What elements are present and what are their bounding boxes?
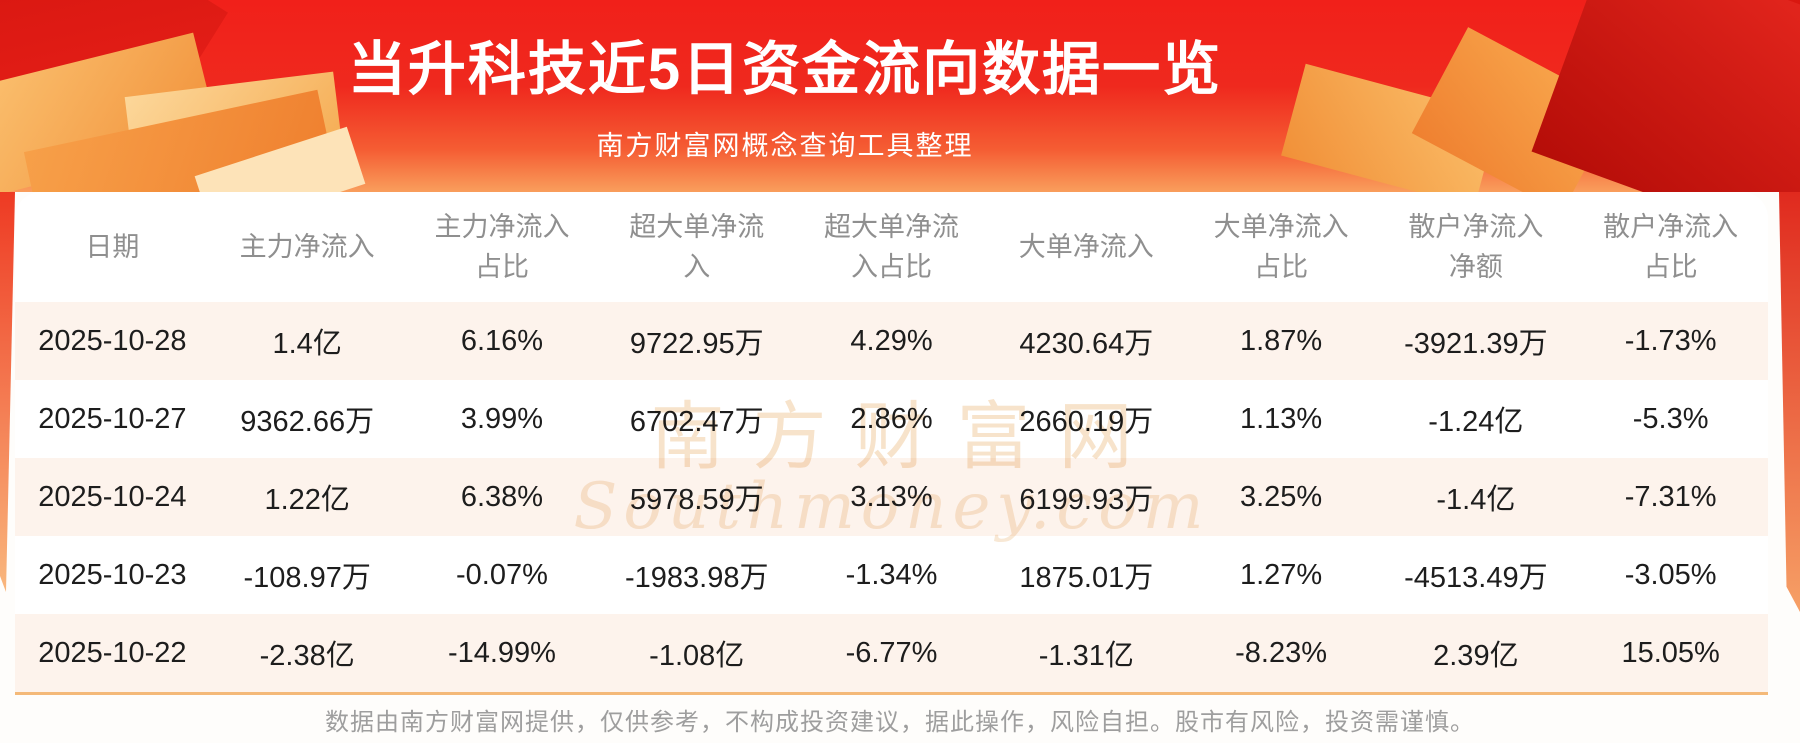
- table-cell: 5978.59万: [629, 484, 764, 516]
- table-cell: 4230.64万: [1019, 328, 1154, 360]
- table-cell: -1.24亿: [1428, 406, 1524, 438]
- column-header: 主力净流入 占比: [434, 212, 570, 282]
- table-cell: -2.38亿: [259, 640, 355, 672]
- table-cell: -8.23%: [1235, 636, 1328, 669]
- table-header-row: 日期 主力净流入 主力净流入 占比 超大单净流 入超大单净流 入占比 大单净流入 大单净流…: [15, 192, 1768, 302]
- disclaimer: 数据由南方财富网提供，仅供参考，不构成投资建议，据此操作，风险自担。股市有风险，…: [0, 695, 1800, 743]
- table-cell: -14.99%: [447, 636, 556, 669]
- column-header: 大单净流入: [1018, 232, 1154, 262]
- table-cell: 2025-10-24: [38, 480, 187, 513]
- table-cell: 2025-10-23: [38, 558, 187, 591]
- table-cell: -1.4亿: [1436, 484, 1516, 516]
- table-cell: -7.31%: [1624, 480, 1717, 513]
- table-cell: -1983.98万: [624, 562, 769, 594]
- table-cell: 2660.19万: [1019, 406, 1154, 438]
- table-cell: -6.77%: [845, 636, 938, 669]
- column-header: 主力净流入: [239, 232, 375, 262]
- table-cell: 6.16%: [460, 324, 544, 357]
- column-header: 日期: [85, 232, 140, 262]
- table-row: 2025-10-27 9362.66万 3.99% 6702.47万 2.86% 2660…: [15, 380, 1768, 458]
- left-edge-ribbon-decoration-icon: [0, 192, 15, 592]
- table-row: 2025-10-22 -2.38亿 -14.99% -1.08亿 -6.77% -1.31…: [15, 614, 1768, 692]
- disclaimer-text: 数据由南方财富网提供，仅供参考，不构成投资建议，据此操作，风险自担。股市有风险，…: [325, 708, 1475, 736]
- column-header: 大单净流入 占比: [1213, 212, 1349, 282]
- table-cell: 1.27%: [1239, 558, 1323, 591]
- banner: 当升科技近5日资金流向数据一览 南方财富网概念查询工具整理: [0, 0, 1800, 192]
- table-cell: 3.99%: [460, 402, 544, 435]
- table-cell: 6199.93万: [1019, 484, 1154, 516]
- table-cell: 1.87%: [1239, 324, 1323, 357]
- table-cell: 6702.47万: [629, 406, 764, 438]
- table-cell: 6.38%: [460, 480, 544, 513]
- banner-subtitle: 南方财富网概念查询工具整理: [596, 131, 974, 161]
- table-cell: 1.13%: [1239, 402, 1323, 435]
- table-cell: 3.13%: [850, 480, 933, 513]
- right-edge-ribbon-decoration-icon: [1779, 192, 1800, 612]
- table-cell: 2025-10-22: [38, 636, 187, 669]
- table-cell: 15.05%: [1621, 636, 1720, 669]
- column-header: 超大单净流 入占比: [824, 212, 960, 282]
- column-header: 超大单净流 入: [629, 212, 765, 282]
- table-cell: -1.34%: [845, 558, 938, 591]
- table-cell: 1.22亿: [264, 484, 350, 516]
- ribbon-decoration-icon: [1531, 0, 1800, 192]
- table-cell: -4513.49万: [1404, 562, 1548, 594]
- table-row: 2025-10-23 -108.97万 -0.07% -1983.98万 -1.34% 1…: [15, 536, 1768, 614]
- table-cell: 3.25%: [1239, 480, 1323, 513]
- table-cell: -3.05%: [1624, 558, 1717, 591]
- page-title: 当升科技近5日资金流向数据一览: [347, 37, 1223, 102]
- banner-text: 当升科技近5日资金流向数据一览 南方财富网概念查询工具整理: [0, 0, 1570, 163]
- table-cell: 4.29%: [850, 324, 933, 357]
- table-cell: -1.73%: [1624, 324, 1717, 357]
- table-cell: -0.07%: [456, 558, 548, 591]
- table-cell: 9722.95万: [629, 328, 764, 360]
- table-row: 2025-10-28 1.4亿 6.16% 9722.95万 4.29% 4230.64万…: [15, 302, 1768, 380]
- table-cell: 1875.01万: [1019, 562, 1154, 594]
- table-cell: -1.31亿: [1038, 640, 1134, 672]
- table-body: 2025-10-28 1.4亿 6.16% 9722.95万 4.29% 4230.64万…: [15, 302, 1768, 692]
- table-cell: -1.08亿: [649, 640, 745, 672]
- table-cell: -3921.39万: [1404, 328, 1548, 360]
- column-header: 散户净流入 净额: [1408, 212, 1544, 282]
- table-cell: 2025-10-27: [38, 402, 187, 435]
- table-cell: 2025-10-28: [38, 324, 187, 357]
- table-cell: 2.86%: [850, 402, 933, 435]
- table-row: 2025-10-24 1.22亿 6.38% 5978.59万 3.13% 6199.93…: [15, 458, 1768, 536]
- table-cell: -108.97万: [243, 562, 371, 594]
- table-cell: 9362.66万: [240, 406, 375, 438]
- column-header: 散户净流入 占比: [1603, 212, 1739, 282]
- table-cell: 1.4亿: [272, 328, 342, 360]
- table-cell: -5.3%: [1632, 402, 1709, 435]
- table-cell: 2.39亿: [1433, 640, 1519, 672]
- fund-flow-table-card: 日期 主力净流入 主力净流入 占比 超大单净流 入超大单净流 入占比 大单净流入 大单净流…: [15, 192, 1768, 695]
